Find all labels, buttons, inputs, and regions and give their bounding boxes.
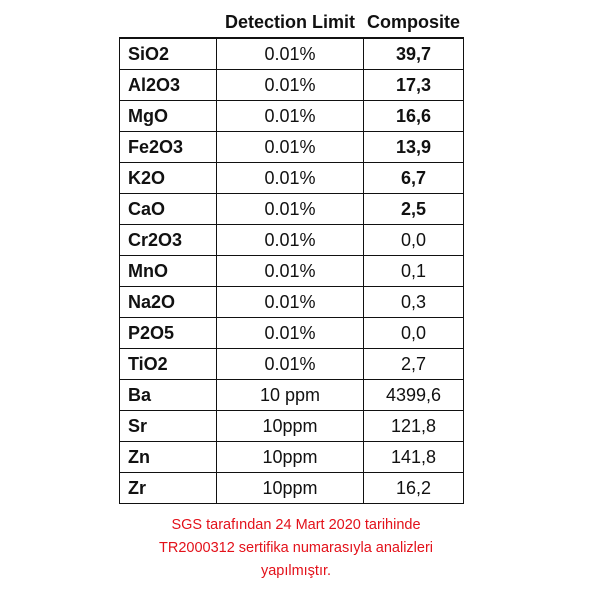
composite-value-cell: 4399,6 <box>363 379 464 411</box>
compound-cell: K2O <box>119 162 217 194</box>
detection-limit-cell: 0.01% <box>216 255 364 287</box>
composition-table: Detection Limit Composite SiO2 0.01% 39,7 A… <box>119 7 464 504</box>
detection-limit-cell: 10 ppm <box>216 379 364 411</box>
compound-cell: Fe2O3 <box>119 131 217 163</box>
compound-cell: P2O5 <box>119 317 217 349</box>
table-row: P2O5 0.01% 0,0 <box>119 317 464 349</box>
composite-value-cell: 2,7 <box>363 348 464 380</box>
composite-value-cell: 6,7 <box>363 162 464 194</box>
note-line: yapılmıştır. <box>260 563 332 579</box>
composite-value-cell: 17,3 <box>363 69 464 101</box>
composite-value-cell: 2,5 <box>363 193 464 225</box>
compound-cell: Al2O3 <box>119 69 217 101</box>
compound-cell: Na2O <box>119 286 217 318</box>
compound-cell: CaO <box>119 193 217 225</box>
table-row: TiO2 0.01% 2,7 <box>119 348 464 380</box>
composite-value-cell: 0,3 <box>363 286 464 318</box>
detection-limit-cell: 0.01% <box>216 100 364 132</box>
composite-value-cell: 16,6 <box>363 100 464 132</box>
table-row: MgO 0.01% 16,6 <box>119 100 464 132</box>
compound-cell: Sr <box>119 410 217 442</box>
table-row: Al2O3 0.01% 17,3 <box>119 69 464 101</box>
table-row: CaO 0.01% 2,5 <box>119 193 464 225</box>
composite-value-cell: 16,2 <box>363 472 464 504</box>
composite-value-cell: 0,1 <box>363 255 464 287</box>
table-row: Ba 10 ppm 4399,6 <box>119 379 464 411</box>
composite-value-cell: 0,0 <box>363 317 464 349</box>
detection-limit-cell: 0.01% <box>216 69 364 101</box>
compound-cell: MgO <box>119 100 217 132</box>
compound-cell: MnO <box>119 255 217 287</box>
compound-cell: TiO2 <box>119 348 217 380</box>
composite-value-cell: 13,9 <box>363 131 464 163</box>
compound-cell: Zr <box>119 472 217 504</box>
detection-limit-cell: 0.01% <box>216 348 364 380</box>
header-detection-limit: Detection Limit <box>216 7 364 39</box>
composition-table-container: Detection Limit Composite SiO2 0.01% 39,7 A… <box>119 7 464 504</box>
detection-limit-cell: 0.01% <box>216 286 364 318</box>
compound-cell: Ba <box>119 379 217 411</box>
detection-limit-cell: 0.01% <box>216 224 364 256</box>
detection-limit-cell: 0.01% <box>216 317 364 349</box>
certification-note: SGS tarafından 24 Mart 2020 tarihinde TR… <box>0 514 592 583</box>
header-composite: Composite <box>363 7 464 39</box>
detection-limit-cell: 10ppm <box>216 410 364 442</box>
table-row: K2O 0.01% 6,7 <box>119 162 464 194</box>
table-row: Cr2O3 0.01% 0,0 <box>119 224 464 256</box>
composite-value-cell: 0,0 <box>363 224 464 256</box>
note-line: TR2000312 sertifika numarasıyla analizle… <box>158 540 434 556</box>
note-line: SGS tarafından 24 Mart 2020 tarihinde <box>171 517 421 533</box>
table-row: Fe2O3 0.01% 13,9 <box>119 131 464 163</box>
compound-cell: SiO2 <box>119 37 217 70</box>
table-row: Na2O 0.01% 0,3 <box>119 286 464 318</box>
compound-cell: Cr2O3 <box>119 224 217 256</box>
detection-limit-cell: 0.01% <box>216 131 364 163</box>
table-row: Zr 10ppm 16,2 <box>119 472 464 504</box>
detection-limit-cell: 10ppm <box>216 472 364 504</box>
composite-value-cell: 141,8 <box>363 441 464 473</box>
table-row: MnO 0.01% 0,1 <box>119 255 464 287</box>
table-row: Sr 10ppm 121,8 <box>119 410 464 442</box>
composite-value-cell: 39,7 <box>363 37 464 70</box>
composite-value-cell: 121,8 <box>363 410 464 442</box>
header-compound <box>119 7 217 39</box>
table-row: Zn 10ppm 141,8 <box>119 441 464 473</box>
detection-limit-cell: 10ppm <box>216 441 364 473</box>
detection-limit-cell: 0.01% <box>216 37 364 70</box>
table-header-row: Detection Limit Composite <box>119 7 464 39</box>
detection-limit-cell: 0.01% <box>216 162 364 194</box>
compound-cell: Zn <box>119 441 217 473</box>
table-row: SiO2 0.01% 39,7 <box>119 37 464 70</box>
detection-limit-cell: 0.01% <box>216 193 364 225</box>
